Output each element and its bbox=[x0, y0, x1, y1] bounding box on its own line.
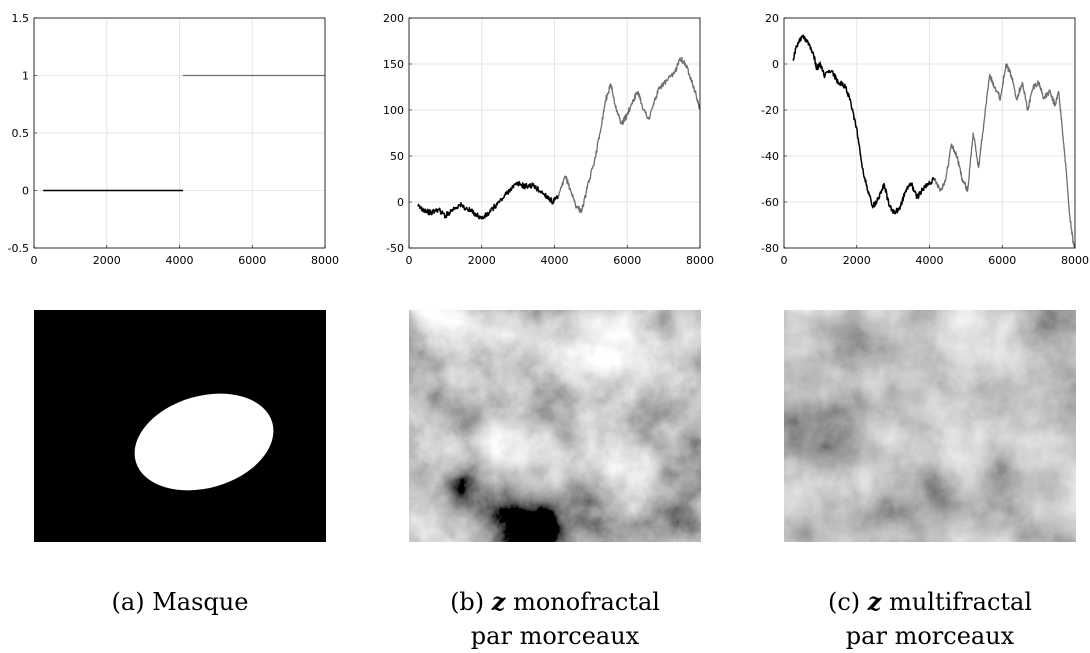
x-tick-label: 6000 bbox=[238, 254, 266, 267]
x-tick-label: 6000 bbox=[988, 254, 1016, 267]
x-tick-label: 0 bbox=[406, 254, 413, 267]
series-line-1 bbox=[557, 56, 701, 214]
y-tick-label: 1.5 bbox=[12, 12, 30, 25]
plot-mask-profile: 1.5 1 0.5 0 -0.5 0 2000 4000 6000 8000 bbox=[0, 0, 340, 280]
caption-b: (b) z monofractal par morceaux bbox=[385, 585, 725, 653]
y-tick-label: 0 bbox=[772, 58, 779, 71]
y-tick-label: -80 bbox=[761, 242, 779, 255]
x-tick-label: 8000 bbox=[1061, 254, 1089, 267]
y-tick-label: 0 bbox=[22, 185, 29, 198]
y-tick-label: 1 bbox=[22, 70, 29, 83]
x-tick-label: 8000 bbox=[311, 254, 339, 267]
caption-b-label: (b) bbox=[450, 588, 485, 616]
caption-c-line2: par morceaux bbox=[845, 622, 1015, 650]
y-tick-label: 100 bbox=[383, 104, 404, 117]
caption-c-text: multifractal bbox=[889, 588, 1033, 616]
y-tick-label: 150 bbox=[383, 58, 404, 71]
x-tick-label: 4000 bbox=[916, 254, 944, 267]
x-tick-label: 0 bbox=[781, 254, 788, 267]
y-tick-label: 50 bbox=[390, 150, 404, 163]
series-line-0 bbox=[417, 180, 559, 220]
plot-multifractal-profile: 20 0 -20 -40 -60 -80 0 2000 4000 6000 8000 bbox=[750, 0, 1090, 280]
plot-frame bbox=[408, 17, 701, 249]
caption-c-label: (c) bbox=[827, 588, 861, 616]
multifractal-profile-chart: 200-20-40-60-800 2000 4000 6000 8000 bbox=[761, 12, 1089, 267]
x-tick-label: 4000 bbox=[541, 254, 569, 267]
mask-ellipse bbox=[134, 393, 274, 491]
x-tick-label: 6000 bbox=[613, 254, 641, 267]
multifractal-texture-image bbox=[784, 310, 1076, 542]
x-tick-label: 2000 bbox=[843, 254, 871, 267]
y-tick-label: -0.5 bbox=[8, 242, 29, 255]
plot-frame bbox=[783, 17, 1076, 249]
mask-profile-chart: 1.510.50-0.50 2000 4000 6000 8000 bbox=[8, 12, 339, 267]
y-tick-label: 20 bbox=[765, 12, 779, 25]
mask-image bbox=[34, 310, 326, 542]
caption-b-variable: z bbox=[491, 587, 506, 616]
y-tick-label: -40 bbox=[761, 150, 779, 163]
x-tick-label: 2000 bbox=[468, 254, 496, 267]
y-tick-label: 0 bbox=[397, 196, 404, 209]
caption-a-label: (a) bbox=[111, 588, 145, 616]
series-line-1 bbox=[934, 63, 1076, 249]
caption-b-line2: par morceaux bbox=[470, 622, 640, 650]
y-tick-label: -50 bbox=[386, 242, 404, 255]
y-tick-label: 0.5 bbox=[12, 127, 30, 140]
x-tick-label: 8000 bbox=[686, 254, 714, 267]
monofractal-texture-image bbox=[409, 310, 701, 542]
x-tick-label: 2000 bbox=[93, 254, 121, 267]
caption-a-text: Masque bbox=[152, 588, 249, 616]
x-tick-label: 0 bbox=[31, 254, 38, 267]
plot-frame bbox=[33, 17, 326, 249]
y-tick-label: 200 bbox=[383, 12, 404, 25]
caption-b-text: monofractal bbox=[513, 588, 660, 616]
y-tick-label: -60 bbox=[761, 196, 779, 209]
y-tick-label: -20 bbox=[761, 104, 779, 117]
caption-c: (c) z multifractal par morceaux bbox=[760, 585, 1090, 653]
plot-monofractal-profile: 200 150 100 50 0 -50 0 2000 4000 6000 8000 bbox=[375, 0, 715, 280]
caption-a: (a) Masque bbox=[10, 585, 350, 619]
caption-c-variable: z bbox=[867, 587, 882, 616]
x-tick-label: 4000 bbox=[166, 254, 194, 267]
series-line-0 bbox=[792, 34, 936, 215]
